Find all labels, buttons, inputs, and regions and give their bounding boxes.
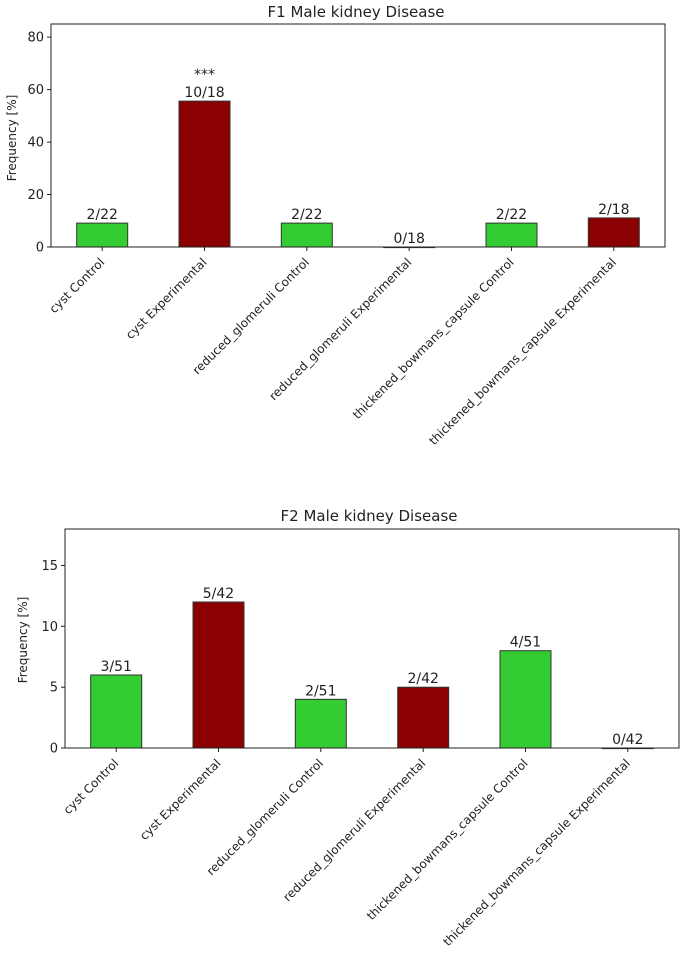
chart-f1: F1 Male kidney Disease Frequency [%] 2/2… <box>5 3 666 448</box>
bar-value-label: 10/18 <box>184 85 224 101</box>
y-tick-label: 20 <box>27 188 44 203</box>
x-tick-label: cyst Control <box>47 255 108 316</box>
bar <box>587 217 640 248</box>
bar <box>280 222 333 248</box>
bar <box>76 222 129 248</box>
x-tick-label: cyst Control <box>61 756 122 817</box>
x-tick-label: thickened_bowmans_capsule Control <box>364 756 531 923</box>
plot-frame <box>50 23 666 248</box>
y-tick-label: 10 <box>41 620 58 635</box>
bar <box>485 222 538 248</box>
y-tick-label: 0 <box>36 241 44 256</box>
plot-frame <box>64 528 680 749</box>
x-tick-label: reduced_glomeruli Control <box>190 255 312 377</box>
y-tick-label: 0 <box>50 742 58 757</box>
x-tick-label: thickened_bowmans_capsule Control <box>350 255 517 422</box>
bar-value-label: 2/18 <box>598 202 629 218</box>
y-tick-label: 40 <box>27 136 44 151</box>
bar-value-label: 2/42 <box>407 671 438 687</box>
chart-title: F2 Male kidney Disease <box>281 507 458 525</box>
x-tick-label: thickened_bowmans_capsule Experimental <box>440 756 633 949</box>
significance-annotation: *** <box>194 67 215 83</box>
bar-value-label: 0/18 <box>393 231 424 247</box>
bar-value-label: 3/51 <box>100 659 131 675</box>
y-tick-label: 15 <box>41 559 58 574</box>
x-tick-label: thickened_bowmans_capsule Experimental <box>426 255 619 448</box>
bar <box>90 674 143 749</box>
y-tick-label: 60 <box>27 83 44 98</box>
x-tick-label: cyst Experimental <box>137 756 224 843</box>
y-axis-label: Frequency [%] <box>16 597 30 684</box>
bar-value-label: 2/22 <box>86 207 117 223</box>
y-tick-label: 5 <box>50 681 58 696</box>
y-axis-label: Frequency [%] <box>5 95 19 182</box>
y-tick-label: 80 <box>27 31 44 46</box>
bar <box>294 698 347 749</box>
bar-value-label: 5/42 <box>203 586 234 602</box>
bar <box>499 650 552 749</box>
bar-value-label: 4/51 <box>510 635 541 651</box>
x-tick-label: reduced_glomeruli Control <box>204 756 326 878</box>
chart-f2: F2 Male kidney Disease Frequency [%] 3/5… <box>16 507 680 949</box>
bar <box>192 601 245 749</box>
bar-value-label: 2/51 <box>305 683 336 699</box>
bar <box>178 100 231 248</box>
x-tick-label: cyst Experimental <box>123 255 210 342</box>
bar-value-label: 2/22 <box>291 207 322 223</box>
bar <box>397 686 450 749</box>
bar-value-label: 2/22 <box>496 207 527 223</box>
chart-title: F1 Male kidney Disease <box>268 3 445 21</box>
bar-value-label: 0/42 <box>612 732 643 748</box>
